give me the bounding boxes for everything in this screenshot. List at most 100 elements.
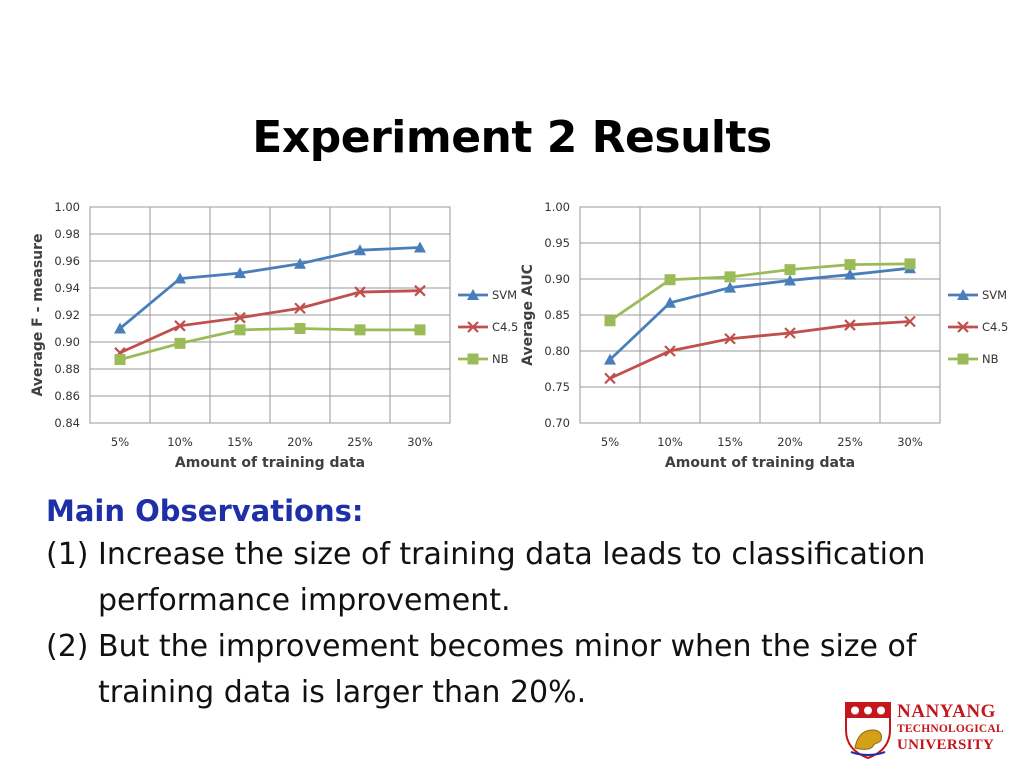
observation-text: But the improvement becomes minor when t… (98, 629, 917, 710)
x-tick-label: 10% (657, 435, 683, 449)
legend-entry: SVM (948, 288, 1007, 302)
data-point (724, 271, 736, 283)
data-point (844, 319, 856, 331)
y-axis-label: Average AUC (520, 264, 536, 366)
data-point (844, 268, 856, 280)
x-tick-label: 20% (777, 435, 803, 449)
x-tick-label: 5% (111, 435, 129, 449)
legend-label: C4.5 (492, 320, 518, 334)
data-point (604, 315, 616, 327)
series-line (609, 266, 911, 361)
slide-title: Experiment 2 Results (252, 112, 772, 163)
y-tick-label: 0.90 (544, 272, 570, 286)
data-point (784, 327, 796, 339)
legend-marker (467, 289, 479, 300)
data-point (294, 323, 306, 334)
legend-marker (957, 353, 969, 365)
series-line (609, 320, 911, 380)
y-tick-label: 0.98 (54, 227, 80, 241)
data-point (294, 257, 306, 269)
y-tick-label: 0.90 (54, 335, 80, 349)
data-point (414, 284, 426, 297)
series-nb (604, 258, 916, 327)
series-c45 (604, 315, 916, 385)
data-point (234, 324, 246, 336)
observation-text: Increase the size of training data leads… (98, 537, 926, 618)
legend-marker (957, 289, 969, 300)
data-point (174, 320, 186, 332)
legend-entry: SVM (458, 288, 517, 302)
university-logo: NANYANG TECHNOLOGICAL UNIVERSITY (843, 700, 1008, 760)
data-point (354, 324, 366, 336)
data-point (604, 353, 616, 365)
data-point (174, 337, 186, 349)
y-tick-label: 1.00 (54, 200, 80, 214)
legend-label: NB (982, 352, 999, 366)
data-point (784, 274, 796, 286)
y-tick-label: 0.85 (544, 308, 570, 322)
data-point (664, 274, 676, 286)
data-point (604, 372, 616, 385)
x-tick-label: 10% (167, 435, 193, 449)
data-point (174, 272, 186, 284)
data-point (844, 259, 856, 271)
logo-line2: TECHNOLOGICAL (897, 723, 1004, 735)
logo-line3: UNIVERSITY (897, 736, 995, 753)
series-line (119, 289, 421, 355)
y-tick-label: 0.88 (54, 362, 80, 376)
legend-entry: C4.5 (948, 320, 1008, 334)
legend-label: C4.5 (982, 320, 1008, 334)
observations: Main Observations: (1) Increase the size… (46, 490, 1006, 716)
legend-label: SVM (492, 288, 517, 302)
x-axis-label: Amount of training data (665, 455, 855, 471)
legend-marker (467, 321, 479, 333)
data-point (234, 311, 246, 324)
y-tick-label: 0.70 (544, 416, 570, 430)
x-tick-label: 30% (897, 435, 923, 449)
f-measure-chart: 0.84 0.86 0.88 0.90 0.92 0.94 0.96 0.98 1.00 5% 10… (30, 200, 518, 471)
x-tick-label: 25% (347, 435, 373, 449)
y-tick-label: 0.80 (544, 344, 570, 358)
y-tick-label: 1.00 (544, 200, 570, 214)
data-point (234, 267, 246, 279)
x-tick-label: 20% (287, 435, 313, 449)
x-axis-label: Amount of training data (175, 455, 365, 471)
y-tick-label: 0.95 (544, 236, 570, 250)
x-tick-label: 25% (837, 435, 863, 449)
logo-line1: NANYANG (897, 701, 996, 722)
x-tick-label: 15% (717, 435, 743, 449)
legend-entry: NB (458, 352, 509, 366)
series-c45 (114, 284, 426, 359)
data-point (904, 315, 916, 328)
legend-label: NB (492, 352, 509, 366)
data-point (904, 258, 916, 270)
observation-number: (1) (46, 537, 89, 572)
y-tick-label: 0.86 (54, 389, 80, 403)
series-line (609, 262, 911, 322)
series-line (119, 327, 420, 361)
data-point (414, 241, 426, 253)
legend-entry: NB (948, 352, 999, 366)
data-point (664, 345, 676, 357)
x-tick-label: 5% (601, 435, 619, 449)
data-point (664, 296, 676, 308)
data-point (294, 302, 306, 315)
legend-marker (957, 321, 969, 333)
y-tick-label: 0.84 (54, 416, 80, 430)
observations-heading: Main Observations: (46, 494, 364, 528)
data-point (354, 244, 366, 256)
auc-chart: 0.70 0.75 0.80 0.85 0.90 0.95 1.00 5% 10% 15% 20% 2… (520, 200, 1008, 471)
observation-item: (1) Increase the size of training data l… (46, 532, 1006, 624)
logo-text: NANYANG TECHNOLOGICAL UNIVERSITY (897, 702, 1004, 753)
y-tick-label: 0.94 (54, 281, 80, 295)
legend-marker (467, 353, 479, 365)
y-tick-label: 0.96 (54, 254, 80, 268)
data-point (784, 264, 796, 276)
observation-number: (2) (46, 629, 89, 664)
data-point (354, 286, 366, 298)
data-point (114, 354, 126, 366)
series-svm (114, 241, 426, 334)
observation-item: (2) But the improvement becomes minor wh… (46, 624, 1006, 716)
legend-entry: C4.5 (458, 320, 518, 334)
legend-label: SVM (982, 288, 1007, 302)
